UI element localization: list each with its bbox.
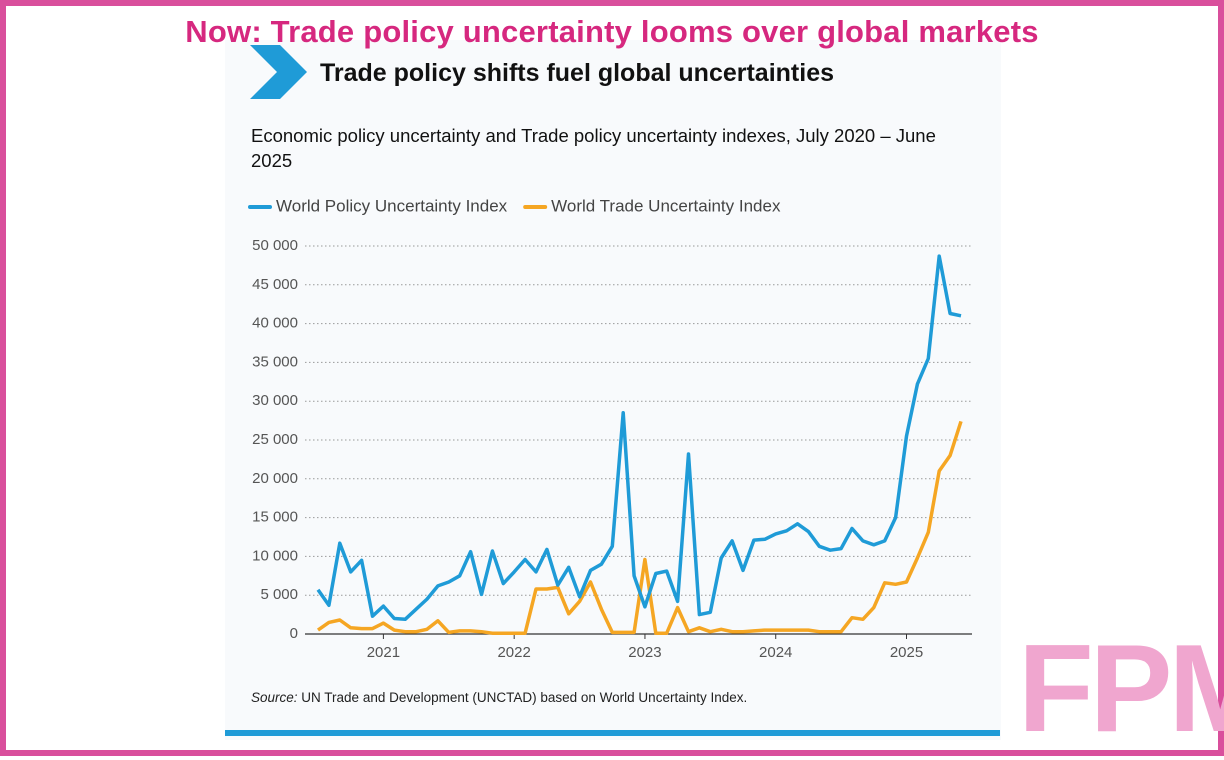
x-tick-label: 2023 bbox=[628, 644, 661, 661]
y-tick-label: 50 000 bbox=[252, 237, 298, 254]
watermark: FPM bbox=[1018, 620, 1224, 758]
banner: Now: Trade policy uncertainty looms over… bbox=[185, 14, 1039, 49]
source-label: Source: bbox=[251, 690, 298, 705]
bottom-bar bbox=[225, 730, 1000, 736]
y-tick-label: 45 000 bbox=[252, 276, 298, 293]
x-tick-label: 2021 bbox=[367, 644, 400, 661]
y-tick-label: 5 000 bbox=[260, 586, 298, 603]
y-tick-label: 30 000 bbox=[252, 392, 298, 409]
series-line bbox=[316, 254, 962, 622]
chart-title: Economic policy uncertainty and Trade po… bbox=[251, 125, 936, 171]
y-tick-label: 10 000 bbox=[252, 547, 298, 564]
y-tick-label: 0 bbox=[290, 625, 298, 642]
x-tick-label: 2025 bbox=[890, 644, 923, 661]
legend-label: World Trade Uncertainty Index bbox=[551, 196, 781, 215]
source-text: UN Trade and Development (UNCTAD) based … bbox=[301, 690, 748, 705]
y-tick-label: 35 000 bbox=[252, 353, 298, 370]
series-line bbox=[316, 420, 963, 635]
legend-label: World Policy Uncertainty Index bbox=[276, 196, 508, 215]
x-tick-label: 2022 bbox=[497, 644, 530, 661]
y-tick-label: 25 000 bbox=[252, 431, 298, 448]
y-tick-label: 15 000 bbox=[252, 509, 298, 526]
panel bbox=[225, 40, 1001, 740]
y-tick-label: 40 000 bbox=[252, 315, 298, 332]
chevron bbox=[250, 45, 307, 99]
source: Source: UN Trade and Development (UNCTAD… bbox=[251, 690, 747, 705]
header: Trade policy shifts fuel global uncertai… bbox=[320, 59, 835, 87]
y-tick-label: 20 000 bbox=[252, 470, 298, 487]
x-tick-label: 2024 bbox=[759, 644, 792, 661]
